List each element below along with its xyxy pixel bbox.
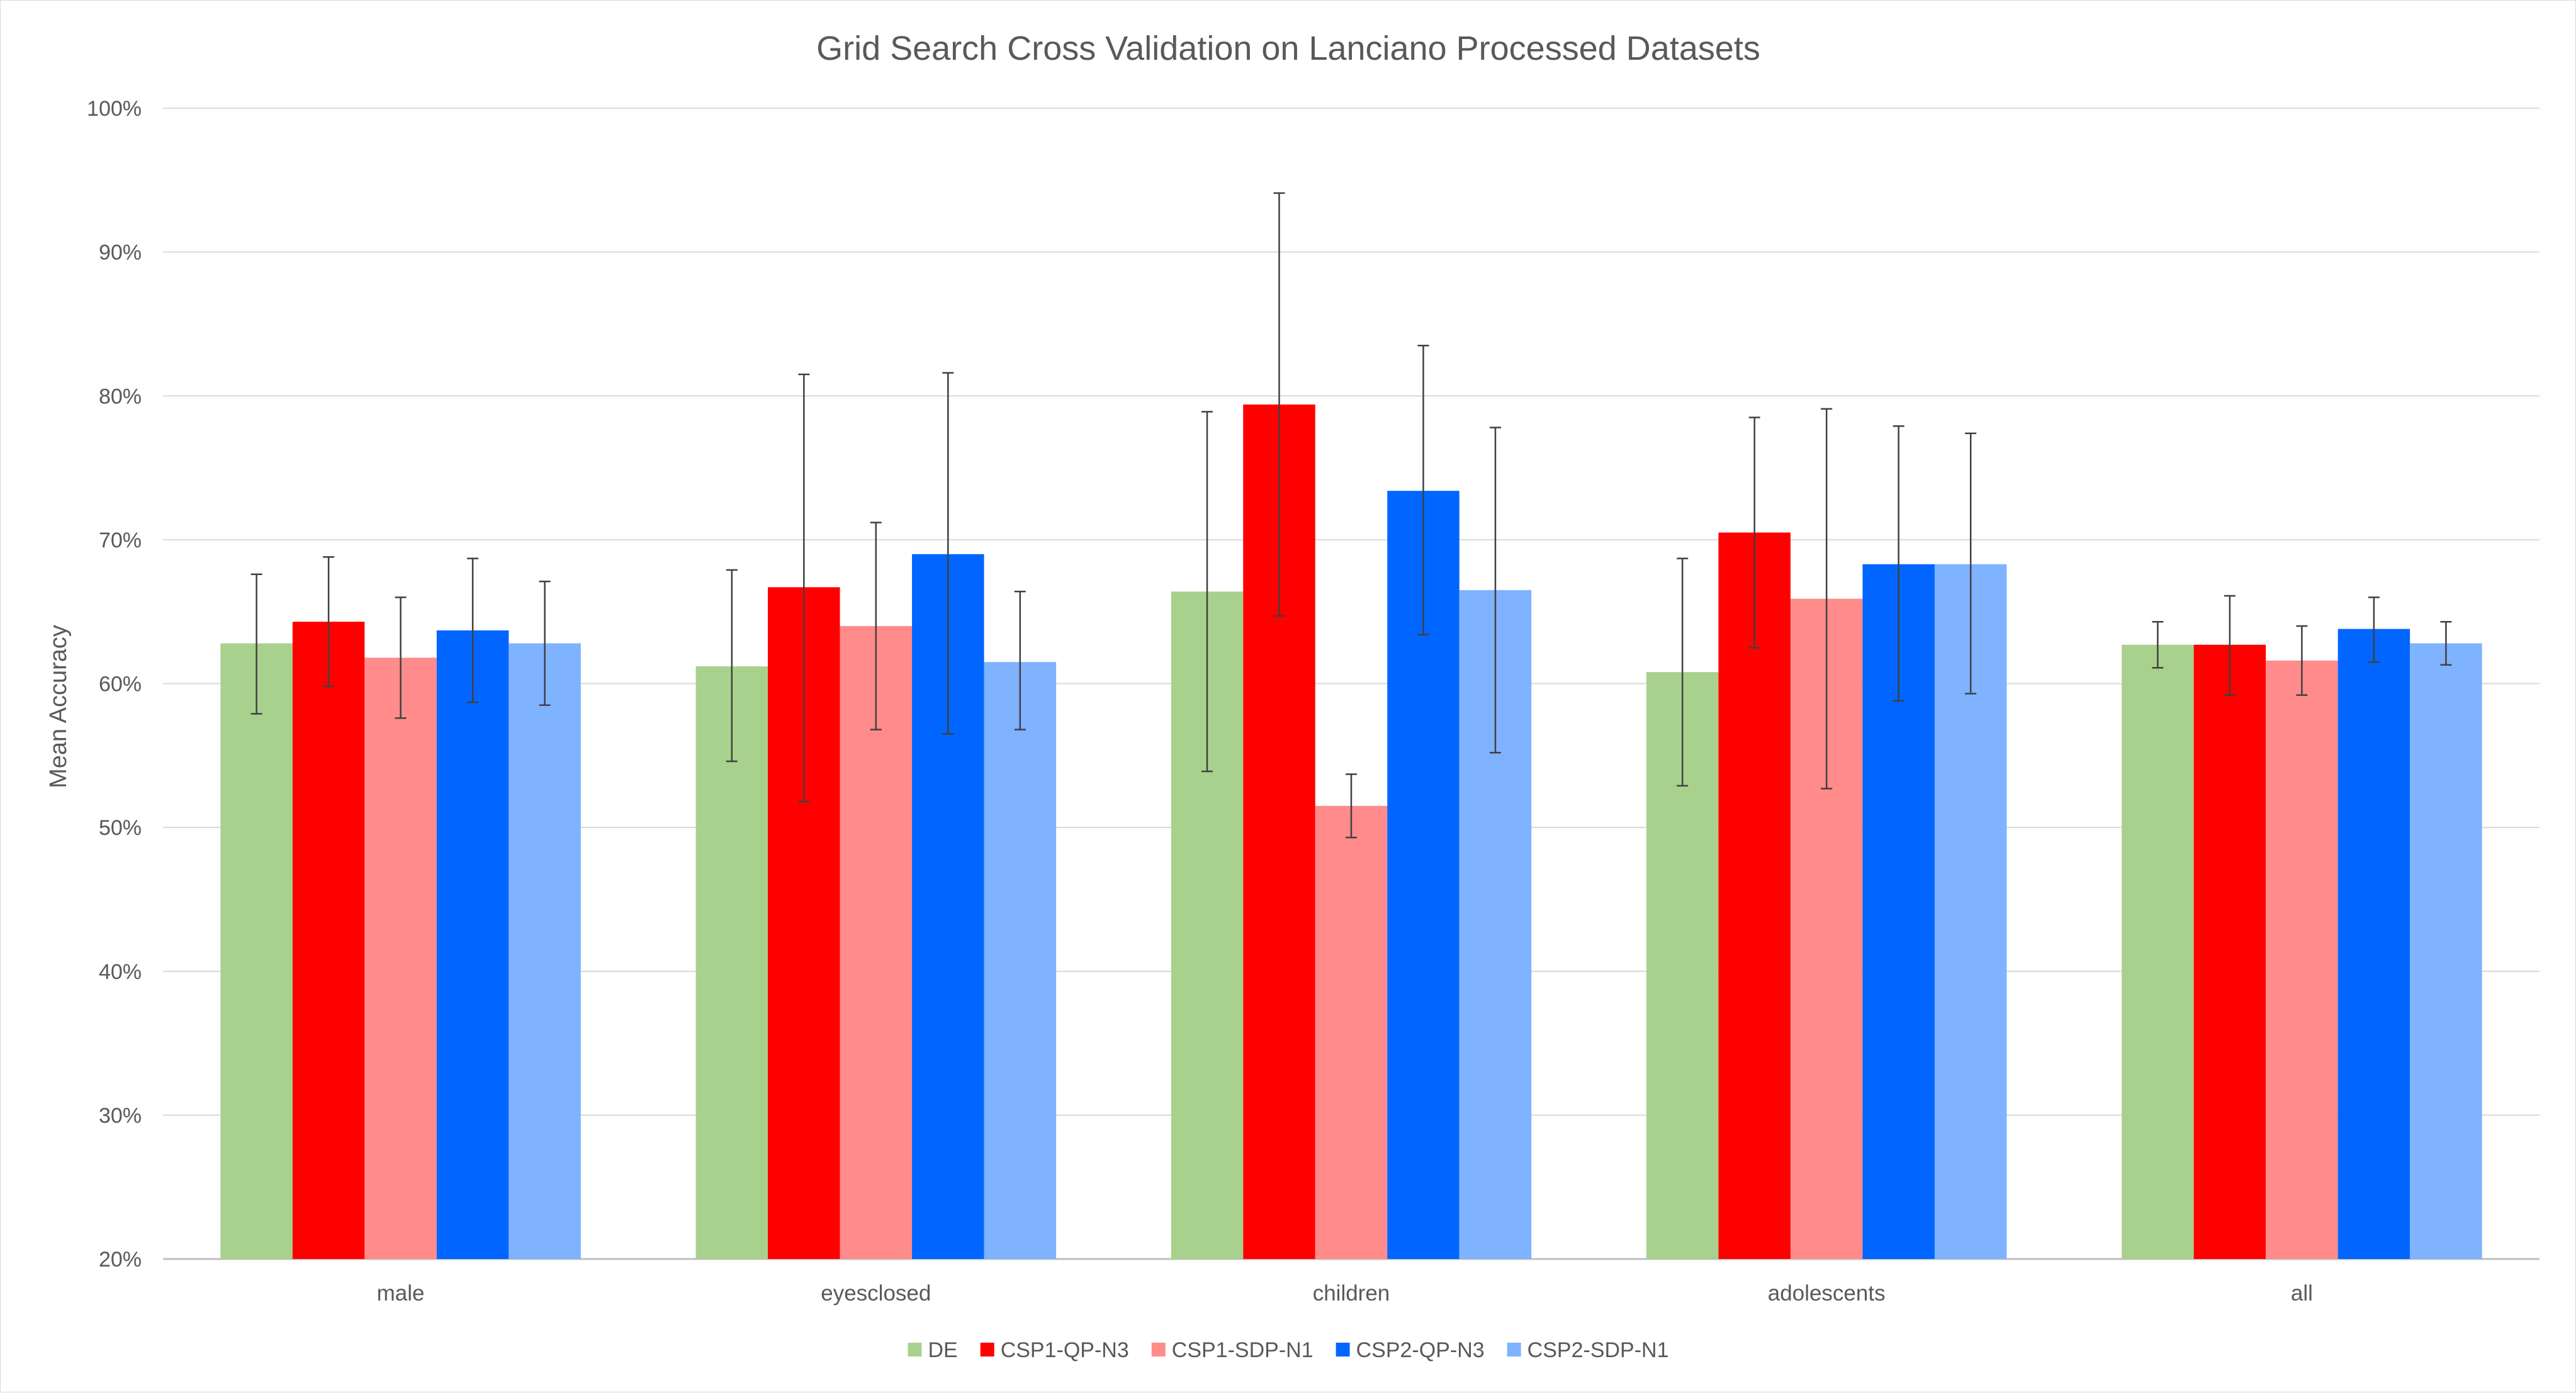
y-tick-label: 30% <box>99 1104 142 1127</box>
y-tick-label: 100% <box>87 97 142 121</box>
category-label: children <box>1313 1281 1390 1306</box>
bar <box>436 630 509 1259</box>
legend-swatch <box>1336 1343 1350 1357</box>
legend: DE CSP1-QP-N3 CSP1-SDP-N1 CSP2-QP-N3 CSP2-SD… <box>908 1338 1669 1362</box>
legend-swatch <box>1151 1343 1166 1357</box>
y-axis-ticks: 20% 30% 40% 50% 60% 70% 80% 90% 100% <box>87 97 142 1272</box>
legend-label: CSP2-SDP-N1 <box>1527 1338 1669 1362</box>
bar <box>1315 805 1388 1259</box>
bar <box>1718 532 1791 1259</box>
y-tick-label: 20% <box>99 1248 142 1272</box>
bar <box>840 626 913 1259</box>
bar <box>2122 644 2194 1259</box>
error-bars <box>250 192 2452 839</box>
y-axis-title: Mean Accuracy <box>45 625 72 788</box>
legend-label: CSP1-QP-N3 <box>1001 1338 1129 1362</box>
x-axis-categories: male eyesclosed children adolescents all <box>377 1281 2313 1306</box>
category-label: male <box>377 1281 425 1306</box>
bar <box>292 622 365 1259</box>
y-tick-label: 60% <box>99 673 142 696</box>
category-label: adolescents <box>1768 1281 1886 1306</box>
bar <box>2410 643 2482 1259</box>
category-label: all <box>2291 1281 2313 1306</box>
y-tick-label: 90% <box>99 241 142 265</box>
chart-title: Grid Search Cross Validation on Lanciano… <box>816 30 1760 67</box>
y-tick-label: 50% <box>99 816 142 840</box>
bar <box>2337 629 2410 1259</box>
legend-label: CSP1-SDP-N1 <box>1172 1338 1313 1362</box>
legend-label: CSP2-QP-N3 <box>1356 1338 1485 1362</box>
legend-swatch <box>1507 1343 1521 1357</box>
bar <box>984 662 1057 1259</box>
bar <box>695 666 768 1259</box>
y-tick-label: 70% <box>99 529 142 552</box>
y-tick-label: 80% <box>99 384 142 408</box>
bar <box>2266 660 2338 1259</box>
category-label: eyesclosed <box>821 1281 931 1306</box>
bar <box>364 657 437 1259</box>
legend-swatch <box>980 1343 994 1357</box>
bars <box>220 404 2482 1260</box>
bar <box>2193 644 2266 1259</box>
legend-swatch <box>908 1343 922 1357</box>
y-tick-label: 40% <box>99 960 142 984</box>
bar <box>509 643 581 1259</box>
bar <box>220 643 293 1259</box>
legend-label: DE <box>928 1338 957 1362</box>
